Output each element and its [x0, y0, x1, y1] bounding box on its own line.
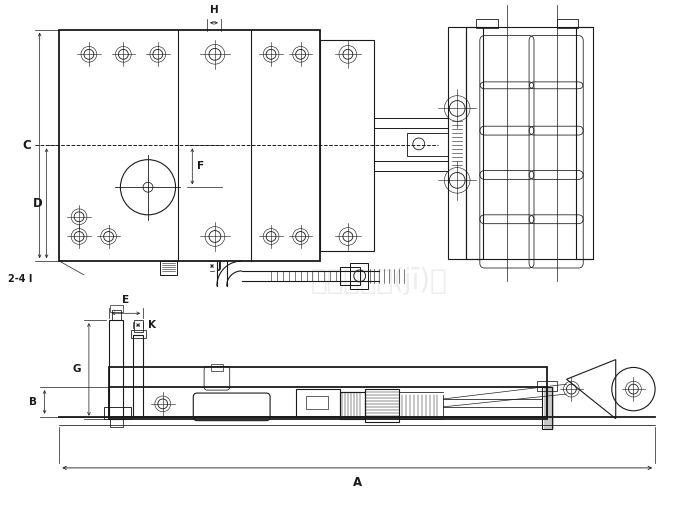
Bar	[407, 133, 448, 156]
Bar	[466, 27, 483, 259]
Bar	[557, 19, 578, 28]
Bar	[577, 27, 593, 259]
Bar	[103, 407, 131, 419]
Bar	[542, 387, 551, 429]
Bar	[133, 335, 143, 417]
Text: C: C	[22, 139, 31, 152]
Bar	[340, 267, 360, 285]
Bar	[109, 305, 123, 313]
Bar	[109, 320, 123, 419]
Bar	[160, 261, 177, 275]
Bar	[112, 310, 122, 320]
Bar	[109, 419, 123, 427]
Text: J: J	[218, 261, 222, 271]
Text: G: G	[73, 364, 82, 374]
Text: D: D	[33, 197, 43, 210]
Bar	[131, 330, 146, 338]
Bar	[134, 320, 143, 332]
Bar	[296, 389, 340, 417]
Bar	[109, 387, 547, 419]
Text: F: F	[197, 161, 205, 171]
Bar	[340, 392, 364, 419]
Text: A: A	[353, 476, 362, 489]
Bar	[537, 381, 557, 391]
Bar	[350, 263, 368, 289]
Text: K: K	[148, 320, 156, 330]
Text: 昆山志德機(jī)械: 昆山志德機(jī)械	[311, 267, 447, 295]
Bar	[211, 363, 223, 372]
Bar	[109, 368, 547, 417]
Text: H: H	[209, 5, 218, 15]
Text: B: B	[29, 397, 37, 407]
Bar	[59, 30, 320, 261]
Bar	[320, 40, 375, 251]
Bar	[364, 389, 399, 421]
Bar	[476, 19, 498, 28]
Text: 2-4 I: 2-4 I	[7, 274, 32, 284]
Bar	[448, 27, 466, 259]
Text: E: E	[122, 296, 129, 305]
Bar	[305, 396, 328, 409]
